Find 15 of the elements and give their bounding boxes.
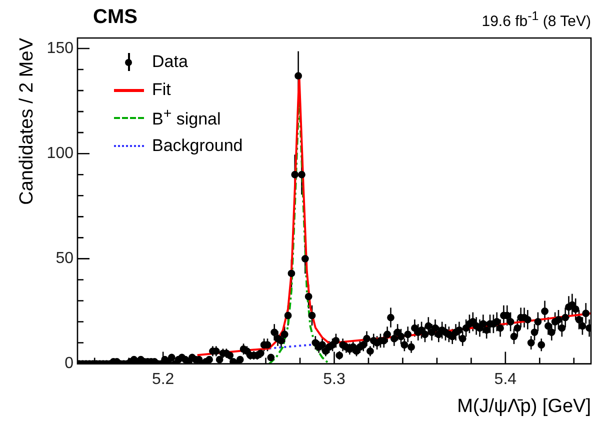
- y-tick-label: 100: [46, 145, 74, 162]
- x-axis-title: M(J/ψΛ̄p) [GeV]: [457, 396, 591, 418]
- y-tick-label: 50: [56, 250, 74, 268]
- y-tick-label: 150: [46, 40, 74, 57]
- legend-label: Fit: [152, 80, 171, 100]
- legend-label: Background: [152, 136, 243, 156]
- chart-title: CMS: [93, 6, 138, 29]
- legend-label: B$^{+}$ signal: [152, 106, 221, 130]
- x-tick-label: 5.4: [494, 370, 517, 388]
- legend-label: Data: [152, 52, 188, 72]
- x-tick-label: 5.2: [152, 370, 174, 388]
- y-axis-title: Candidates / 2 MeV: [16, 38, 38, 205]
- chart-subtitle: 19.6 fb$^{-1}$ (8 TeV): [482, 9, 591, 30]
- x-tick-label: 5.3: [323, 370, 346, 388]
- y-tick-label: 0: [64, 355, 74, 372]
